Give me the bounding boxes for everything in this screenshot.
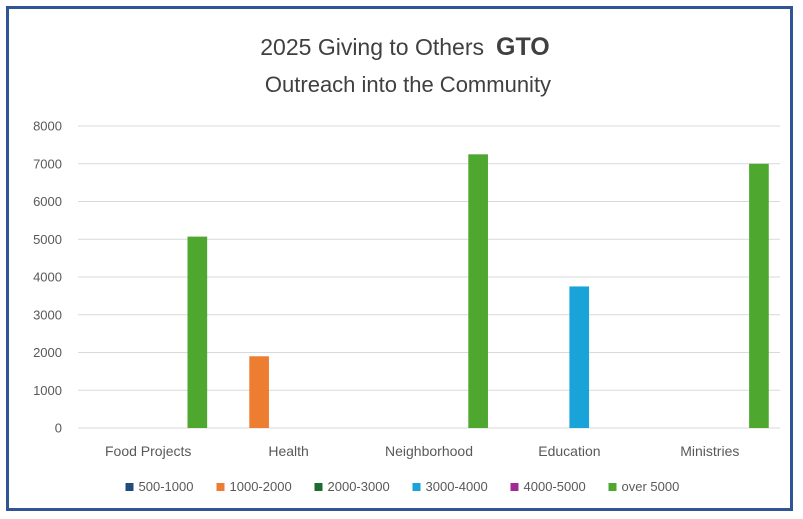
bar-4-5 — [749, 163, 769, 428]
legend-label-5: over 5000 — [622, 479, 680, 494]
legend-label-0: 500-1000 — [139, 479, 194, 494]
x-axis-labels: Food Projects Health Neighborhood Education… — [105, 443, 739, 459]
x-tick-label-2: Neighborhood — [385, 443, 473, 459]
chart-frame — [6, 6, 793, 511]
x-tick-label-4: Ministries — [680, 443, 739, 459]
grid-lines — [78, 125, 780, 429]
y-tick-label-2: 2000 — [33, 345, 62, 360]
legend-label-1: 1000-2000 — [230, 479, 292, 494]
legend-swatch-2 — [314, 483, 323, 491]
x-tick-label-0: Food Projects — [105, 443, 191, 459]
legend-swatch-0 — [125, 483, 134, 491]
y-tick-label-8: 8000 — [33, 119, 62, 134]
y-tick-label-1: 1000 — [33, 383, 62, 398]
y-tick-label-5: 5000 — [33, 232, 62, 247]
legend-swatch-4 — [510, 483, 519, 491]
bars — [187, 154, 769, 428]
y-tick-label-3: 3000 — [33, 307, 62, 322]
legend-label-4: 4000-5000 — [524, 479, 586, 494]
legend-swatch-3 — [412, 483, 421, 491]
y-tick-label-6: 6000 — [33, 194, 62, 209]
y-tick-label-7: 7000 — [33, 156, 62, 171]
chart-title-emphasis: GTO — [496, 33, 550, 61]
legend-swatch-5 — [608, 483, 617, 491]
legend-label-3: 3000-4000 — [426, 479, 488, 494]
chart-title: 2025 Giving to Others GTO — [260, 33, 549, 61]
bar-2-5 — [468, 154, 488, 428]
x-tick-label-1: Health — [268, 443, 308, 459]
legend-label-2: 2000-3000 — [328, 479, 390, 494]
bar-1-1 — [249, 356, 269, 428]
legend-swatch-1 — [216, 483, 225, 491]
chart-title-main: 2025 Giving to Others — [260, 34, 484, 60]
legend: 500-1000 1000-2000 2000-3000 3000-4000 4000-… — [125, 479, 680, 494]
y-axis-ticks: 0 1000 2000 3000 4000 5000 6000 7000 8000 — [33, 119, 62, 436]
bar-3-3 — [569, 286, 590, 428]
chart-subtitle: Outreach into the Community — [265, 72, 551, 97]
x-tick-label-3: Education — [538, 443, 600, 459]
bar-0-5 — [187, 236, 208, 428]
y-tick-label-0: 0 — [55, 421, 62, 436]
y-tick-label-4: 4000 — [33, 270, 62, 285]
